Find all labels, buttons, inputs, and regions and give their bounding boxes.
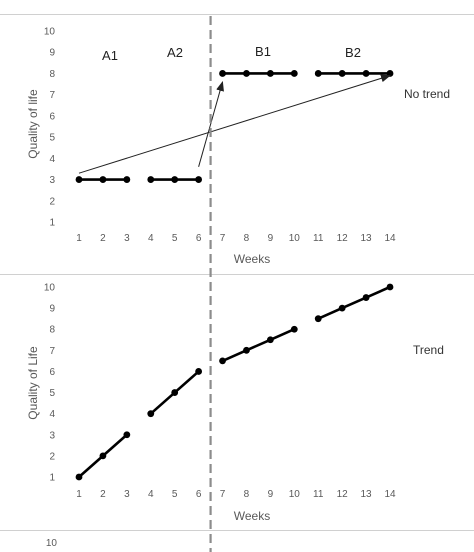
panel1-x-tick-6: 6 — [196, 233, 202, 244]
panel2-y-tick-2: 2 — [49, 451, 55, 462]
panel2-series-4-point-13 — [362, 294, 370, 301]
panel1-x-tick-7: 7 — [220, 233, 226, 244]
panel2-series-2-point-5 — [171, 389, 179, 396]
panel1-x-tick-5: 5 — [172, 233, 178, 244]
panel1-arrow-2 — [198, 80, 224, 167]
phase-label-a2: A2 — [167, 45, 183, 60]
panel1-series-1-point-2 — [99, 176, 107, 183]
panel2-series-3-point-10 — [290, 325, 298, 333]
panel2-x-tick-12: 12 — [337, 489, 349, 500]
panel1-x-axis-title: Weeks — [234, 252, 270, 266]
panel2-x-tick-13: 13 — [361, 489, 373, 500]
panel2-series-3-line — [222, 328, 295, 363]
panel1-series-4-point-13 — [362, 70, 370, 77]
panel1-y-tick-10: 10 — [44, 27, 56, 38]
annotation-trend: Trend — [413, 343, 444, 357]
panel1-series-3-point-10 — [290, 70, 298, 77]
panel2-series-3-point-7 — [219, 357, 226, 365]
panel1-y-tick-3: 3 — [49, 175, 55, 186]
panel1-x-tick-11: 11 — [313, 233, 324, 244]
panel1-series-4-point-12 — [338, 70, 346, 77]
panel2-series-2-point-4 — [147, 410, 155, 418]
panel1-series-3-point-7 — [219, 70, 226, 77]
panel2-series-3-point-8 — [243, 346, 250, 354]
panel2-x-tick-11: 11 — [313, 489, 324, 500]
panel2-x-tick-14: 14 — [384, 489, 396, 500]
panel2-x-tick-9: 9 — [268, 489, 274, 500]
panel2-series-3-point-9 — [266, 336, 274, 344]
panel1-x-tick-8: 8 — [244, 233, 250, 244]
panel1-y-tick-7: 7 — [49, 90, 55, 101]
panel1-x-tick-2: 2 — [100, 233, 106, 244]
panel1-x-tick-1: 1 — [76, 233, 82, 244]
panel1-y-tick-4: 4 — [49, 154, 55, 165]
panel2-y-tick-3: 3 — [49, 430, 55, 441]
panel2-series-1-point-1 — [75, 473, 83, 481]
panel2-x-axis-title: Weeks — [234, 509, 270, 523]
panel1-y-tick-8: 8 — [49, 69, 55, 80]
panel2-series-4-point-14 — [386, 283, 394, 291]
panel1-x-tick-3: 3 — [124, 233, 130, 244]
panel1-y-tick-1: 1 — [49, 218, 55, 229]
panel1-series-3-point-9 — [266, 70, 274, 77]
panel2-x-tick-4: 4 — [148, 489, 154, 500]
panel2-y-tick-9: 9 — [49, 304, 55, 315]
panel2-x-tick-6: 6 — [196, 489, 202, 500]
partial-tick-label: 10 — [46, 538, 58, 549]
panel1-x-tick-10: 10 — [289, 233, 301, 244]
panel2-y-axis-title: Quality of Life — [26, 346, 40, 420]
annotation-no-trend: No trend — [404, 87, 450, 101]
panel1-x-tick-9: 9 — [268, 233, 274, 244]
phase-label-b1: B1 — [255, 44, 271, 59]
panel1-arrow-1 — [78, 74, 391, 174]
panel2-series-4-point-12 — [338, 304, 346, 312]
panel2-series-1-point-2 — [99, 452, 107, 460]
panel2-y-tick-5: 5 — [49, 388, 55, 399]
panel1-series-3-point-8 — [243, 70, 250, 77]
phase-label-a1: A1 — [102, 48, 118, 63]
panel1-y-tick-9: 9 — [49, 48, 55, 59]
panel1-y-tick-5: 5 — [49, 133, 55, 144]
panel2-y-tick-4: 4 — [49, 409, 55, 420]
panel2-series-4-point-11 — [314, 315, 322, 323]
panel2-x-tick-7: 7 — [220, 489, 226, 500]
panel2-series-4-line — [317, 285, 391, 320]
panel1-x-tick-4: 4 — [148, 233, 154, 244]
phase-label-b2: B2 — [345, 45, 361, 60]
panel2-x-tick-8: 8 — [244, 489, 250, 500]
panel1-x-tick-14: 14 — [384, 233, 396, 244]
panel1-series-1-point-1 — [75, 176, 83, 183]
panel1-y-tick-2: 2 — [49, 196, 55, 207]
panel2-y-tick-10: 10 — [44, 283, 56, 294]
panel2-y-tick-1: 1 — [49, 473, 55, 484]
panel1-series-2-point-4 — [147, 176, 155, 183]
panel2-x-tick-2: 2 — [100, 489, 106, 500]
panel2-series-1-point-3 — [123, 431, 131, 439]
panel1-y-tick-6: 6 — [49, 111, 55, 122]
panel1-series-1-point-3 — [123, 176, 131, 183]
panel1-x-tick-13: 13 — [361, 233, 373, 244]
panel2-y-tick-6: 6 — [49, 367, 55, 378]
panel1-series-4-point-11 — [314, 70, 322, 77]
panel2-x-tick-5: 5 — [172, 489, 178, 500]
panel1-x-tick-12: 12 — [337, 233, 349, 244]
panel1-series-2-point-6 — [195, 176, 203, 183]
panel1-series-2-point-5 — [171, 176, 179, 183]
panel2-y-tick-7: 7 — [49, 346, 55, 357]
panel2-x-tick-1: 1 — [76, 489, 82, 500]
panel2-series-2-point-6 — [195, 368, 203, 375]
panel1-y-axis-title: Quality of life — [26, 89, 40, 159]
panel2-x-tick-3: 3 — [124, 489, 130, 500]
panel2-x-tick-10: 10 — [289, 489, 301, 500]
panel2-y-tick-8: 8 — [49, 325, 55, 336]
